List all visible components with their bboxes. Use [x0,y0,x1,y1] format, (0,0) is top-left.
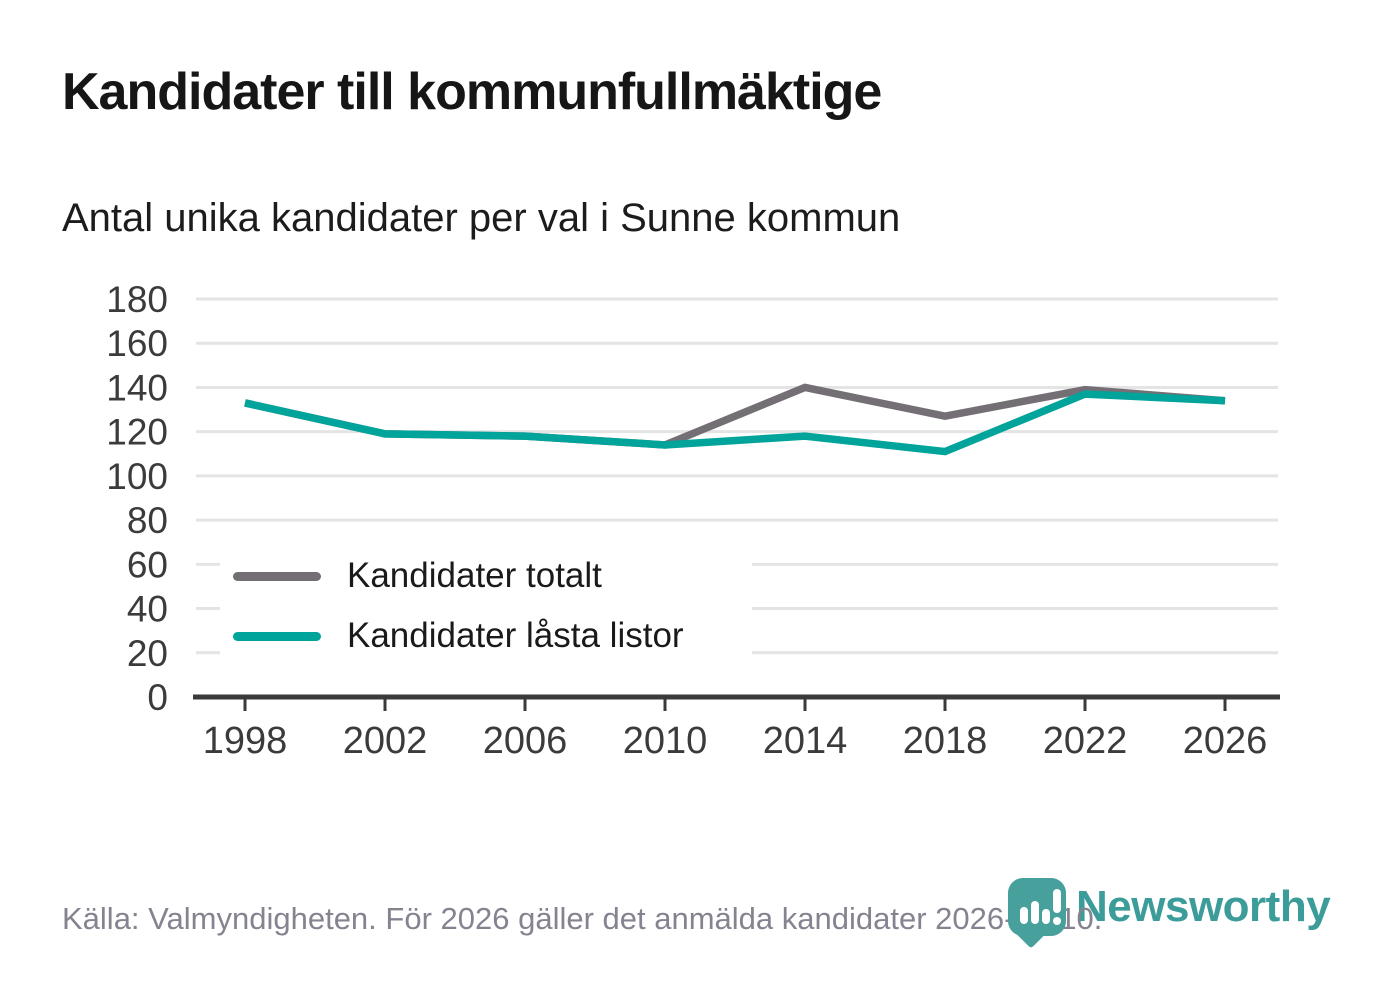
y-tick-label: 60 [127,544,168,585]
y-tick-label: 100 [106,456,168,497]
x-tick-label: 2006 [483,720,568,762]
logo-bar-icon [1042,909,1050,924]
y-tick-label: 120 [106,412,168,453]
logo-bar-icon [1020,907,1028,924]
x-tick-label: 2022 [1043,720,1128,762]
legend-item-total: Kandidater totalt [220,556,752,596]
legend-item-locked: Kandidater låsta listor [220,616,752,656]
x-tick-label: 2018 [903,720,988,762]
x-tick-label: 1998 [203,720,288,762]
y-tick-label: 40 [127,589,168,630]
legend-swatch-total [233,571,321,581]
logo-exclamation-dot-icon [1053,917,1061,925]
chart-legend: Kandidater totalt Kandidater låsta listo… [220,549,752,665]
x-tick-label: 2026 [1183,720,1268,762]
series-line-locked [244,390,1226,456]
newsworthy-wordmark: Newsworthy [1076,882,1331,931]
chart-title: Kandidater till kommunfullmäktige [62,63,882,121]
logo-exclamation-bar-icon [1053,889,1061,913]
x-tick-label: 2014 [763,720,848,762]
x-tick-label: 2002 [343,720,428,762]
y-tick-label: 0 [147,677,168,718]
legend-swatch-locked [233,631,321,641]
chart-subtitle: Antal unika kandidater per val i Sunne k… [62,196,901,240]
x-tick-label: 2010 [623,720,708,762]
y-tick-label: 180 [106,279,168,320]
y-tick-label: 20 [127,633,168,674]
legend-label-locked: Kandidater låsta listor [347,616,684,655]
source-note: Källa: Valmyndigheten. För 2026 gäller d… [62,901,1103,936]
legend-label-total: Kandidater totalt [347,556,602,595]
y-tick-label: 160 [106,323,168,364]
newsworthy-logo: Newsworthy [1008,876,1331,949]
logo-bar-icon [1031,901,1039,924]
y-tick-label: 80 [127,500,168,541]
y-tick-label: 140 [106,367,168,408]
